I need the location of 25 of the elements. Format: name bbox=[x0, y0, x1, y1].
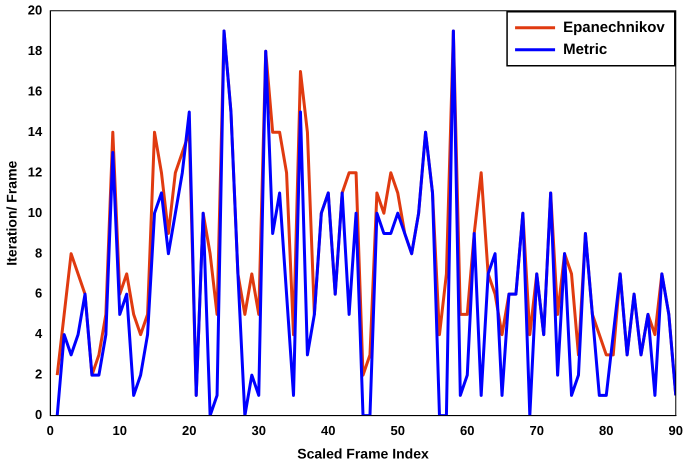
x-tick-label: 80 bbox=[599, 422, 614, 438]
y-tick-label: 2 bbox=[35, 366, 42, 382]
x-tick-label: 90 bbox=[668, 422, 684, 438]
y-tick-label: 18 bbox=[28, 42, 42, 58]
legend-label: Epanechnikov bbox=[563, 18, 666, 36]
y-tick-label: 16 bbox=[28, 83, 42, 98]
x-tick-label: 50 bbox=[390, 422, 405, 438]
x-tick-label: 70 bbox=[530, 422, 544, 438]
y-tick-label: 6 bbox=[35, 286, 42, 301]
x-tick-label: 0 bbox=[46, 422, 54, 438]
y-tick-label: 12 bbox=[28, 164, 42, 180]
y-tick-label: 0 bbox=[35, 407, 42, 422]
legend-label: Metric bbox=[563, 40, 608, 58]
x-tick-label: 30 bbox=[252, 422, 266, 438]
y-tick-label: 4 bbox=[35, 326, 44, 342]
y-tick-label: 20 bbox=[28, 2, 42, 18]
x-tick-label: 60 bbox=[460, 422, 474, 438]
y-axis-title: Iteration/ Frame bbox=[3, 160, 20, 266]
x-tick-label: 40 bbox=[321, 422, 336, 438]
y-tick-label: 8 bbox=[35, 245, 42, 260]
y-tick-label: 14 bbox=[28, 124, 44, 139]
y-tick-label: 10 bbox=[28, 204, 42, 220]
x-axis-title: Scaled Frame Index bbox=[297, 445, 429, 462]
x-tick-label: 20 bbox=[182, 422, 196, 438]
x-tick-label: 10 bbox=[112, 422, 127, 438]
